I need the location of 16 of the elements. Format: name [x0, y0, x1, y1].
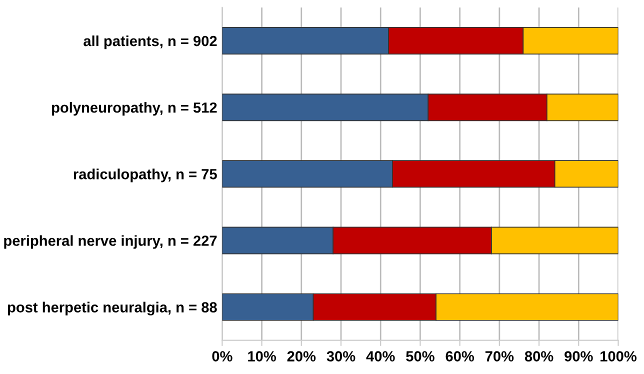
x-tick-label: 10% [248, 351, 276, 362]
x-tick-label: 70% [485, 351, 514, 362]
x-tick-label: 40% [366, 351, 395, 362]
y-tick-label: radiculopathy, n = 75 [74, 168, 217, 182]
x-tick-label: 30% [326, 351, 356, 362]
x-tick-label: 90% [564, 351, 593, 362]
x-tick-label: 50% [406, 351, 434, 362]
y-tick-label: polyneuropathy, n = 512 [52, 102, 217, 116]
x-tick-label: 100% [600, 351, 637, 362]
x-tick-label: 60% [446, 351, 474, 362]
y-tick-label: post herpetic neuralgia, n = 88 [8, 302, 217, 316]
x-tick-label: 20% [287, 351, 316, 362]
y-tick-label: peripheral nerve injury, n = 227 [4, 235, 217, 249]
x-tick-label: 80% [524, 351, 554, 362]
x-tick-label: 0% [212, 351, 232, 362]
y-tick-label: all patients, n = 902 [84, 35, 217, 50]
